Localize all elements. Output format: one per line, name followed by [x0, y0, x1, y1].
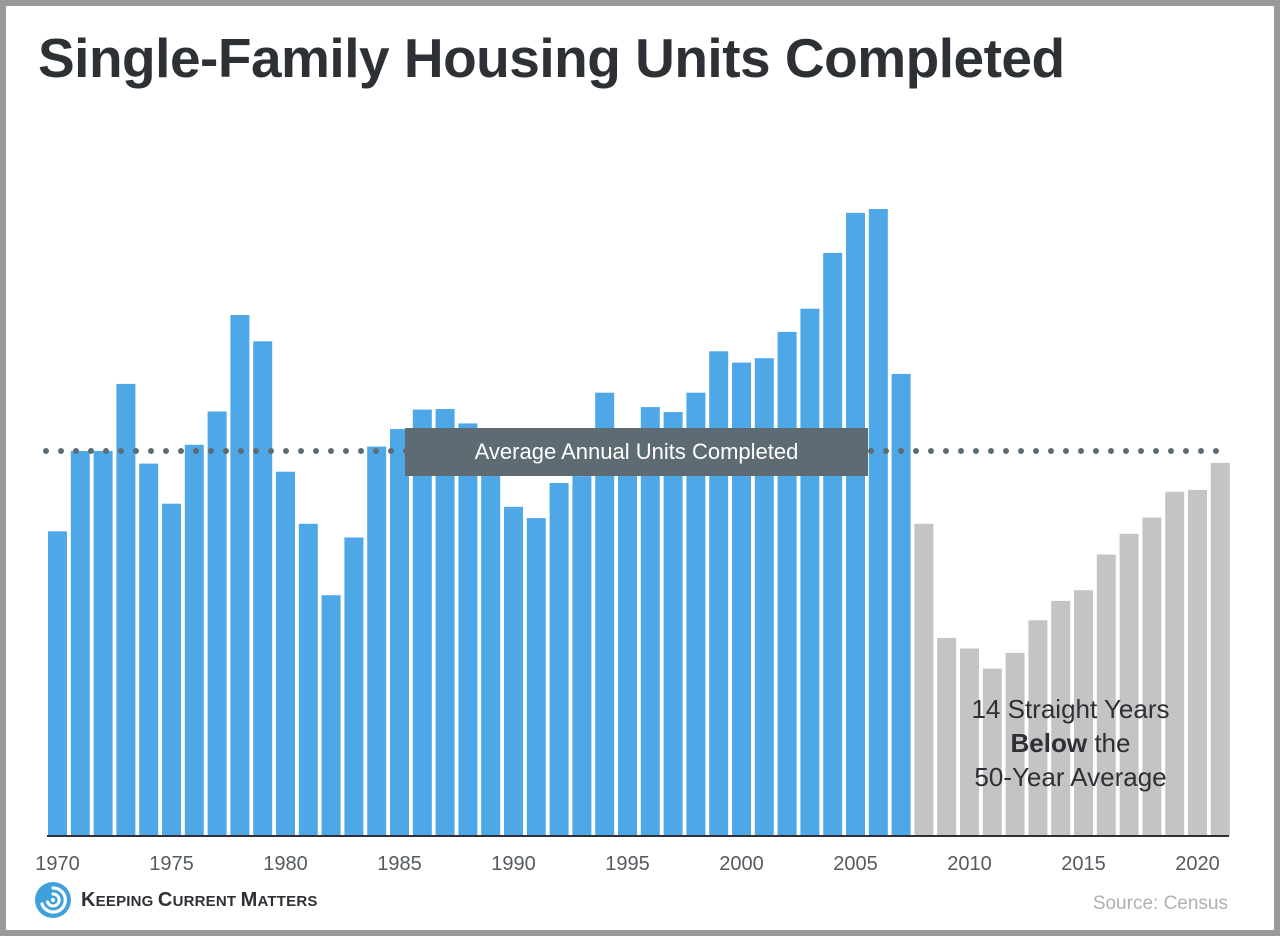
bar-1992: [549, 483, 569, 836]
bar-1990: [504, 506, 523, 836]
bar-1983: [344, 537, 364, 836]
note-bold-word: Below: [1010, 728, 1088, 758]
source-note: Source: Census: [1092, 893, 1228, 914]
bar-1981: [298, 523, 318, 836]
bar-1979: [253, 341, 273, 836]
bar-2012: [1005, 652, 1025, 836]
note-line-1: 14 Straight Years: [971, 694, 1170, 724]
bar-1991: [526, 518, 546, 836]
bar-2008: [914, 523, 934, 836]
bar-1980: [276, 471, 295, 836]
brand-logo: KEEPING CURRENT MATTERS: [34, 880, 318, 920]
bar-1999: [709, 351, 729, 836]
bar-1993: [572, 476, 592, 836]
x-tick-2015: 2015: [1061, 853, 1106, 875]
chart-title: Single-Family Housing Units Completed: [38, 27, 1065, 89]
bar-2006: [868, 209, 888, 836]
x-tick-1980: 1980: [263, 853, 308, 875]
bar-2014: [1051, 600, 1071, 836]
bar-2010: [960, 648, 979, 836]
bar-1978: [230, 315, 250, 836]
bar-1998: [686, 392, 706, 836]
brand-name: KEEPING CURRENT MATTERS: [81, 888, 318, 911]
x-tick-1995: 1995: [605, 853, 650, 875]
bar-2007: [891, 373, 911, 836]
x-tick-1975: 1975: [149, 853, 194, 875]
x-tick-1970: 1970: [35, 853, 80, 875]
bar-2021: [1210, 462, 1230, 836]
x-tick-2005: 2005: [833, 853, 878, 875]
bar-1974: [139, 463, 159, 836]
bar-2003: [800, 308, 820, 836]
x-tick-labels: 1970 1975 1980 1985 1990 1995 2000 2005 2010 2015…: [35, 853, 1220, 875]
bar-2013: [1028, 620, 1048, 836]
average-label: Average Annual Units Completed: [405, 428, 868, 477]
bar-2018: [1142, 517, 1162, 836]
bar-1994: [595, 392, 615, 836]
bar-1973: [116, 383, 136, 836]
bar-1976: [184, 444, 204, 836]
kcm-swirl-icon: [35, 882, 71, 918]
bar-2001: [754, 358, 774, 836]
bar-2005: [846, 212, 865, 837]
bar-2009: [937, 637, 957, 836]
bar-1988: [458, 423, 478, 836]
bar-1989: [481, 464, 501, 836]
bar-1987: [435, 409, 455, 836]
bar-1982: [321, 595, 341, 836]
bar-2015: [1074, 590, 1093, 836]
bar-1997: [663, 412, 683, 836]
bar-1986: [412, 409, 432, 836]
bar-1972: [93, 451, 113, 836]
x-tick-1990: 1990: [491, 853, 536, 875]
bar-1996: [640, 407, 660, 836]
note-line-3: 50-Year Average: [974, 762, 1167, 792]
bar-1995: [618, 430, 637, 836]
bar-2000: [732, 362, 751, 836]
bar-2020: [1188, 489, 1207, 836]
below-average-note: 14 Straight Years Below the 50-Year Aver…: [918, 692, 1223, 794]
bar-1970: [48, 531, 67, 836]
bar-2019: [1165, 491, 1185, 836]
bar-2016: [1096, 554, 1116, 836]
bar-1975: [162, 503, 181, 836]
bar-2002: [777, 331, 797, 836]
x-tick-2000: 2000: [719, 853, 764, 875]
bar-1984: [367, 446, 387, 836]
x-tick-2020: 2020: [1175, 853, 1220, 875]
bar-2004: [823, 252, 843, 836]
bar-1985: [390, 429, 409, 836]
bar-2011: [982, 668, 1002, 836]
x-tick-1985: 1985: [377, 853, 422, 875]
bar-2017: [1119, 533, 1139, 836]
x-tick-2010: 2010: [947, 853, 992, 875]
bar-1971: [70, 451, 90, 836]
bar-1977: [207, 411, 227, 836]
note-line-2-rest: the: [1087, 728, 1131, 758]
note-line-2: Below the: [918, 726, 1223, 760]
